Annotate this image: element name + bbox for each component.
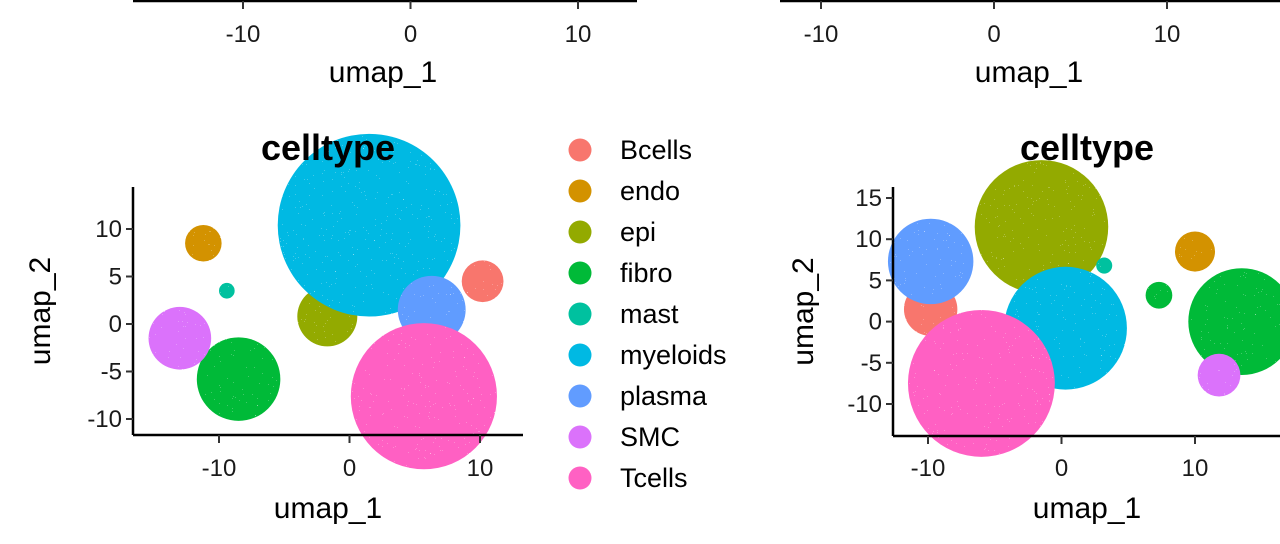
chart-title: celltype bbox=[1020, 127, 1154, 168]
legend-item-mast: mast bbox=[568, 299, 679, 329]
x-axis-label: umap_1 bbox=[975, 56, 1083, 89]
y-tick-label: 0 bbox=[869, 309, 882, 336]
legend-swatch bbox=[568, 466, 592, 490]
umap-panel-4: -10 -5 0 5 10 15 celltype umap_2 -10 0 10 umap_1 bbox=[787, 127, 1280, 525]
x-axis-label: umap_1 bbox=[274, 492, 382, 525]
x-axis-label: umap_1 bbox=[1033, 492, 1141, 525]
cluster-smc-1 bbox=[1197, 353, 1241, 397]
legend-swatch bbox=[568, 302, 592, 326]
cluster-endo-1 bbox=[1174, 231, 1216, 272]
x-tick-label: -10 bbox=[804, 21, 839, 48]
y-tick-label: 10 bbox=[855, 226, 882, 253]
y-tick-label: 10 bbox=[95, 216, 122, 243]
legend-label: Bcells bbox=[620, 135, 692, 165]
cluster-plasma-1 bbox=[887, 218, 974, 305]
legend-label: fibro bbox=[620, 258, 673, 288]
x-tick-label: 10 bbox=[565, 21, 592, 48]
legend-item-epi: epi bbox=[568, 217, 656, 247]
x-tick-label: 10 bbox=[467, 455, 494, 482]
legend-swatch bbox=[568, 425, 592, 449]
legend-item-smc: SMC bbox=[568, 422, 680, 452]
cluster-smc-1 bbox=[148, 306, 212, 370]
cluster-bcells-1 bbox=[461, 260, 504, 303]
scatter-points bbox=[148, 133, 504, 470]
y-tick-label: 0 bbox=[109, 311, 122, 338]
legend-swatch bbox=[568, 261, 592, 285]
legend-swatch bbox=[568, 138, 592, 162]
x-tick-label: 10 bbox=[1182, 455, 1209, 482]
chart-title: celltype bbox=[261, 127, 395, 168]
y-tick-label: 5 bbox=[869, 267, 882, 294]
x-axis-label: umap_1 bbox=[329, 56, 437, 89]
cluster-mast-1 bbox=[219, 282, 235, 299]
y-tick-label: 15 bbox=[855, 185, 882, 212]
x-tick-label: 10 bbox=[1154, 21, 1181, 48]
legend-label: mast bbox=[620, 299, 679, 329]
y-tick-label: -5 bbox=[861, 350, 882, 377]
cluster-endo-1 bbox=[185, 224, 222, 262]
legend-item-myeloids: myeloids bbox=[568, 340, 727, 370]
legend-item-tcells: Tcells bbox=[568, 463, 688, 493]
y-tick-label: 5 bbox=[109, 264, 122, 291]
y-tick-label: -10 bbox=[847, 391, 882, 418]
x-tick-label: 0 bbox=[404, 21, 417, 48]
cluster-tcells-1 bbox=[907, 309, 1055, 457]
y-tick-label: -10 bbox=[87, 406, 122, 433]
legend-label: endo bbox=[620, 176, 680, 206]
cluster-epi-2 bbox=[1008, 261, 1030, 283]
legend-label: Tcells bbox=[620, 463, 688, 493]
cluster-fibro-2 bbox=[1145, 281, 1173, 309]
y-axis-label: umap_2 bbox=[24, 257, 57, 365]
umap-panel-2: -10 0 10 umap_1 bbox=[780, 0, 1280, 89]
umap-panel-1: -10 0 10 umap_1 bbox=[133, 0, 637, 89]
y-axis-label: umap_2 bbox=[787, 257, 820, 365]
x-tick-label: 0 bbox=[1055, 455, 1068, 482]
legend-label: myeloids bbox=[620, 340, 727, 370]
cluster-epi-1 bbox=[974, 160, 1109, 294]
x-tick-label: -10 bbox=[202, 455, 237, 482]
x-tick-label: 0 bbox=[343, 455, 356, 482]
legend-label: SMC bbox=[620, 422, 680, 452]
y-tick-label: -5 bbox=[101, 359, 122, 386]
cluster-tcells-1 bbox=[350, 323, 497, 470]
legend-swatch bbox=[568, 384, 592, 408]
cluster-myeloids-1 bbox=[277, 133, 461, 317]
legend-item-endo: endo bbox=[568, 176, 680, 206]
legend-item-bcells: Bcells bbox=[568, 135, 692, 165]
scatter-points bbox=[887, 160, 1280, 457]
legend-swatch bbox=[568, 220, 592, 244]
x-tick-label: -10 bbox=[911, 455, 946, 482]
x-tick-label: 0 bbox=[987, 21, 1000, 48]
legend-label: plasma bbox=[620, 381, 708, 411]
legend-item-plasma: plasma bbox=[568, 381, 708, 411]
cluster-fibro-1 bbox=[196, 337, 281, 421]
x-tick-label: -10 bbox=[226, 21, 261, 48]
legend-swatch bbox=[568, 179, 592, 203]
cluster-fibro-1 bbox=[1188, 268, 1280, 375]
legend-item-fibro: fibro bbox=[568, 258, 673, 288]
legend-label: epi bbox=[620, 217, 656, 247]
cluster-mast-1 bbox=[1096, 257, 1113, 274]
legend-swatch bbox=[568, 343, 592, 367]
umap-panel-3: -10 -5 0 5 10 celltype umap_2 -10 0 10 umap_1 bbox=[24, 127, 523, 525]
celltype-legend: Bcells endo epi fibro mast myeloids plasma SMC T… bbox=[568, 135, 727, 493]
